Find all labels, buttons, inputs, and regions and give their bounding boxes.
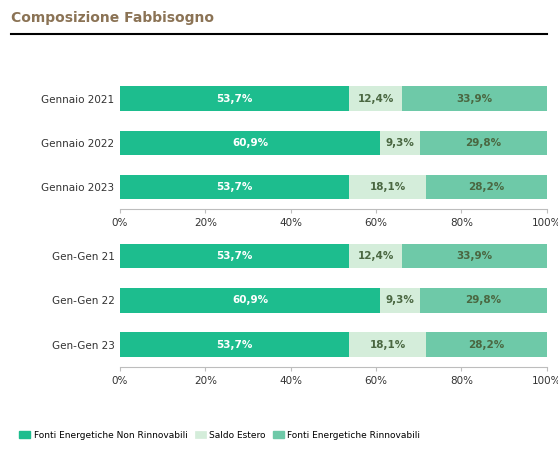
Bar	[120, 244, 349, 268]
Text: 12,4%: 12,4%	[358, 94, 394, 104]
Text: 12,4%: 12,4%	[358, 251, 394, 261]
Text: 53,7%: 53,7%	[217, 340, 253, 350]
Bar	[380, 288, 420, 313]
Bar	[120, 130, 380, 155]
Text: 9,3%: 9,3%	[386, 295, 414, 306]
Text: 53,7%: 53,7%	[217, 94, 253, 104]
Bar	[349, 244, 402, 268]
Bar	[420, 130, 547, 155]
Text: 29,8%: 29,8%	[465, 295, 501, 306]
Text: 18,1%: 18,1%	[370, 182, 406, 192]
Bar	[349, 175, 426, 199]
Bar	[349, 333, 426, 357]
Bar	[349, 86, 402, 111]
Text: 28,2%: 28,2%	[469, 340, 505, 350]
Bar	[120, 86, 349, 111]
Bar	[402, 86, 547, 111]
Text: 33,9%: 33,9%	[456, 251, 493, 261]
Text: 60,9%: 60,9%	[232, 138, 268, 148]
Text: 33,9%: 33,9%	[456, 94, 493, 104]
Bar	[402, 244, 547, 268]
Bar	[426, 333, 547, 357]
Bar	[380, 130, 420, 155]
Legend: Fonti Energetiche Non Rinnovabili, Saldo Estero, Fonti Energetiche Rinnovabili: Fonti Energetiche Non Rinnovabili, Saldo…	[16, 427, 424, 443]
Text: 29,8%: 29,8%	[465, 138, 501, 148]
Bar	[426, 175, 547, 199]
Text: 53,7%: 53,7%	[217, 251, 253, 261]
Text: Composizione Fabbisogno: Composizione Fabbisogno	[11, 11, 214, 25]
Bar	[120, 288, 380, 313]
Text: 18,1%: 18,1%	[370, 340, 406, 350]
Text: 60,9%: 60,9%	[232, 295, 268, 306]
Bar	[420, 288, 547, 313]
Text: 53,7%: 53,7%	[217, 182, 253, 192]
Text: 28,2%: 28,2%	[469, 182, 505, 192]
Text: 9,3%: 9,3%	[386, 138, 414, 148]
Bar	[120, 333, 349, 357]
Bar	[120, 175, 349, 199]
